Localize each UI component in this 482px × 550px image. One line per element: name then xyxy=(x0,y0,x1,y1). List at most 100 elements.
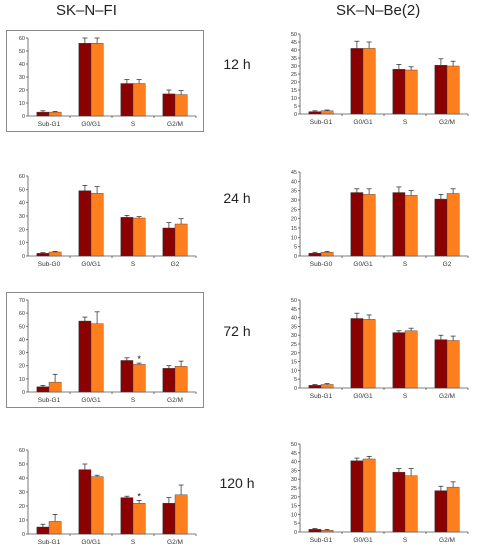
bar xyxy=(120,83,134,117)
bar xyxy=(404,475,418,533)
y-tick-label: 0 xyxy=(294,112,297,118)
y-tick-label: 25 xyxy=(291,207,297,213)
x-category-label: G2 xyxy=(443,261,452,268)
bar xyxy=(36,386,50,393)
y-tick-label: 25 xyxy=(291,72,297,78)
x-category-label: G0/G1 xyxy=(81,121,101,128)
bar xyxy=(90,476,104,535)
y-tick-label: 0 xyxy=(22,254,25,260)
x-category-label: G2/M xyxy=(439,537,455,544)
bar xyxy=(132,83,146,117)
x-category-label: G0/G1 xyxy=(353,119,373,126)
y-tick-label: 50 xyxy=(19,49,25,55)
bar xyxy=(392,332,406,389)
y-tick-label: 40 xyxy=(291,48,297,54)
chart-svg: 0 10 20 30 40 50 60 Sub-G1 G0/G1 S G2/M * xyxy=(19,448,197,546)
bar xyxy=(162,368,176,393)
y-tick-label: 60 xyxy=(19,448,25,454)
y-tick-label: 40 xyxy=(19,62,25,68)
y-tick-label: 45 xyxy=(291,40,297,46)
bar xyxy=(404,195,418,257)
bar xyxy=(174,494,188,535)
x-category-label: G2/M xyxy=(167,539,183,546)
bar xyxy=(78,42,92,117)
chart-svg: 0 5 10 15 20 25 30 35 40 45 50 Sub-G1 G0/G1 S G2/M xyxy=(291,32,469,126)
bar xyxy=(362,458,376,533)
bar xyxy=(78,190,92,257)
bar xyxy=(446,340,460,389)
y-tick-label: 60 xyxy=(19,311,25,317)
bar xyxy=(404,330,418,389)
bar xyxy=(48,381,62,393)
y-tick-label: 20 xyxy=(291,495,297,501)
y-tick-label: 0 xyxy=(294,530,297,536)
y-tick-label: 30 xyxy=(19,214,25,220)
y-tick-label: 10 xyxy=(291,96,297,102)
bar xyxy=(132,217,146,257)
y-tick-label: 30 xyxy=(19,75,25,81)
bar xyxy=(404,69,418,115)
x-category-label: Sub-G1 xyxy=(38,397,61,404)
y-tick-label: 30 xyxy=(19,490,25,496)
y-tick-label: 40 xyxy=(291,179,297,185)
x-category-label: G0/G1 xyxy=(353,261,373,268)
y-tick-label: 0 xyxy=(22,114,25,120)
time-label-120h: 120 h xyxy=(219,475,255,491)
bar xyxy=(308,252,322,257)
y-tick-label: 50 xyxy=(291,442,297,448)
y-tick-label: 10 xyxy=(291,512,297,518)
y-tick-label: 50 xyxy=(291,298,297,304)
chart-panel-sk-n-be2-120h: 0 5 10 15 20 25 30 35 40 45 50 Sub-G1 G0/G1 S G2/M xyxy=(278,436,476,548)
time-label-24h: 24 h xyxy=(223,190,251,206)
x-category-label: Sub-G0 xyxy=(310,261,333,268)
x-category-label: G0/G1 xyxy=(81,261,101,268)
x-category-label: S xyxy=(131,261,136,268)
y-tick-label: 35 xyxy=(291,324,297,330)
y-tick-label: 40 xyxy=(19,337,25,343)
bar xyxy=(434,198,448,257)
y-tick-label: 35 xyxy=(291,468,297,474)
y-tick-label: 5 xyxy=(294,245,297,251)
chart-svg: 0 5 10 15 20 25 30 35 40 45 50 Sub-G1 G0/G1 S G2/M xyxy=(291,442,469,544)
y-tick-label: 30 xyxy=(19,351,25,357)
x-category-label: S xyxy=(131,539,136,546)
chart-svg: 0 10 20 30 40 50 60 Sub-G1 G0/G1 S G2/M xyxy=(6,30,204,132)
x-category-label: G2 xyxy=(171,261,180,268)
bar xyxy=(48,521,62,535)
time-label-72h: 72 h xyxy=(223,323,251,339)
y-tick-label: 5 xyxy=(294,521,297,527)
y-tick-label: 30 xyxy=(291,333,297,339)
significance-asterisk: * xyxy=(137,491,141,501)
chart-svg: 0 5 10 15 20 25 30 35 40 45 50 Sub-G1 G0/G1 S G2/M xyxy=(291,298,469,400)
bar xyxy=(320,252,334,257)
chart-svg: 0 10 20 30 40 50 60 70 Sub-G1 G0/G1 S G2/M * xyxy=(6,292,204,408)
bar xyxy=(162,503,176,535)
x-category-label: Sub-G1 xyxy=(38,539,61,546)
x-category-label: S xyxy=(131,397,136,404)
significance-asterisk: * xyxy=(137,354,141,364)
bar xyxy=(350,192,364,257)
bar xyxy=(90,42,104,117)
bar xyxy=(446,193,460,257)
x-category-label: S xyxy=(403,261,408,268)
bar xyxy=(434,339,448,389)
y-tick-label: 25 xyxy=(291,342,297,348)
y-tick-label: 20 xyxy=(19,88,25,94)
bar xyxy=(48,111,62,117)
y-tick-label: 40 xyxy=(291,460,297,466)
bar xyxy=(392,471,406,533)
y-tick-label: 20 xyxy=(19,227,25,233)
bar xyxy=(362,48,376,115)
chart-frame xyxy=(6,292,204,408)
bar xyxy=(362,194,376,257)
y-tick-label: 35 xyxy=(291,56,297,62)
y-tick-label: 10 xyxy=(19,518,25,524)
bar xyxy=(350,318,364,389)
title-sk-n-fi: SK–N–FI xyxy=(56,2,117,19)
y-tick-label: 50 xyxy=(19,324,25,330)
y-tick-label: 35 xyxy=(291,189,297,195)
x-category-label: G2/M xyxy=(167,397,183,404)
chart-svg: 0 10 20 30 40 50 60 Sub-G0 G0/G1 S G2 xyxy=(19,174,197,268)
y-tick-label: 5 xyxy=(294,377,297,383)
y-tick-label: 45 xyxy=(291,451,297,457)
